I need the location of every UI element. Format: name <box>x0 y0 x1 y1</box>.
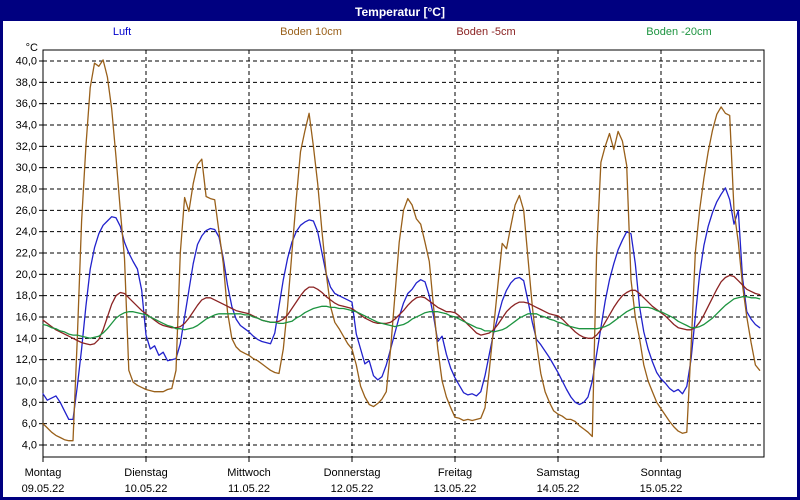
day-date-label: 12.05.22 <box>331 483 374 495</box>
y-tick-label: 26,0 <box>16 205 37 217</box>
y-tick-label: 24,0 <box>16 226 37 238</box>
y-tick-label: 22,0 <box>16 248 37 260</box>
y-tick-label: 14,0 <box>16 333 37 345</box>
y-tick-label: 16,0 <box>16 312 37 324</box>
y-tick-label: 6,0 <box>22 418 37 430</box>
chart-svg: 40,0 38,0 36,0 34,0 32,0 30,0 28,0 26,0 24,0 22,0… <box>16 42 765 495</box>
day-date-label: 11.05.22 <box>228 483 270 495</box>
window-title: Temperatur [°C] <box>355 5 445 19</box>
series-line-boden-20cm <box>42 296 761 339</box>
y-tick-label: 32,0 <box>16 141 37 153</box>
day-date-label: 13.05.22 <box>434 483 477 495</box>
y-tick-label: 18,0 <box>16 290 37 302</box>
series-line-boden-10cm <box>42 59 761 442</box>
day-name-label: Sonntag <box>641 467 682 479</box>
y-tick-label: 28,0 <box>16 184 37 196</box>
chart-legend: Luft Boden 10cm Boden -5cm Boden -20cm <box>3 21 797 43</box>
y-axis-unit-label: °C <box>26 43 38 54</box>
day-name-label: Freitag <box>438 467 472 479</box>
y-tick-label: 12,0 <box>16 354 37 366</box>
y-tick-label: 34,0 <box>16 120 37 132</box>
y-tick-label: 38,0 <box>16 77 37 89</box>
day-date-label: 09.05.22 <box>22 483 65 495</box>
day-date-label: 14.05.22 <box>537 483 580 495</box>
legend-item-boden-5: Boden -5cm <box>456 26 516 38</box>
day-name-label: Montag <box>25 467 62 479</box>
y-tick-label: 30,0 <box>16 162 37 174</box>
series-line-luft <box>42 187 761 421</box>
day-name-label: Dienstag <box>124 467 167 479</box>
day-date-label: 10.05.22 <box>125 483 168 495</box>
day-name-label: Samstag <box>536 467 579 479</box>
y-tick-label: 8,0 <box>22 397 37 409</box>
y-tick-label: 20,0 <box>16 269 37 281</box>
day-name-label: Donnerstag <box>324 467 381 479</box>
y-tick-label: 40,0 <box>16 56 37 68</box>
day-date-label: 15.05.22 <box>640 483 683 495</box>
chart-area: 40,0 38,0 36,0 34,0 32,0 30,0 28,0 26,0 24,0 22,0… <box>3 42 797 496</box>
day-name-label: Mittwoch <box>227 467 270 479</box>
y-tick-label: 4,0 <box>22 440 37 452</box>
y-tick-label: 36,0 <box>16 98 37 110</box>
legend-item-boden-20: Boden -20cm <box>646 26 712 38</box>
title-bar: Temperatur [°C] <box>3 3 797 21</box>
series-line-boden-5cm <box>42 274 761 346</box>
y-tick-label: 10,0 <box>16 376 37 388</box>
plot-border <box>42 49 765 458</box>
legend-item-boden10: Boden 10cm <box>280 26 342 38</box>
legend-item-luft: Luft <box>112 26 132 38</box>
